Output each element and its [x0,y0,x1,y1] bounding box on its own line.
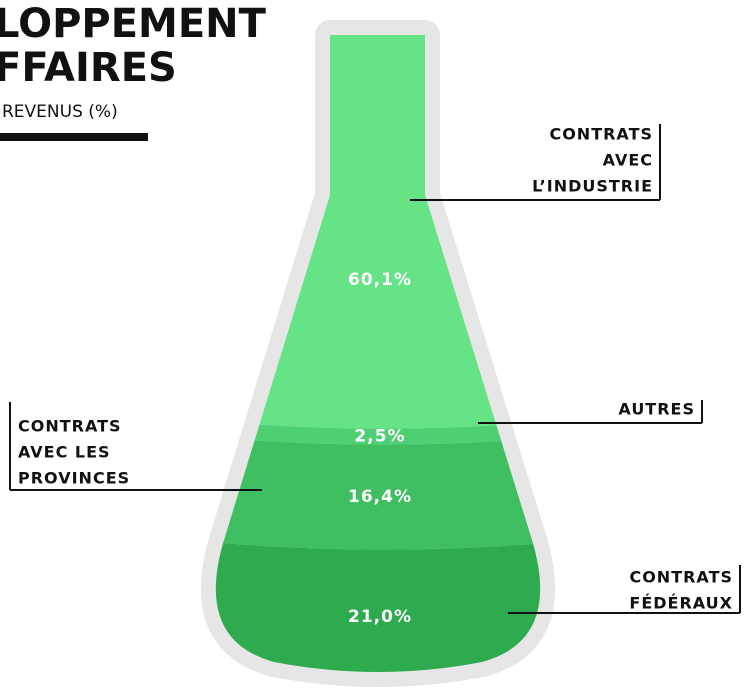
title-line: FFAIRES [0,45,177,91]
value-label: 2,5% [354,427,405,447]
category-label: FÉDÉRAUX [629,594,733,613]
category-label: L’INDUSTRIE [532,177,653,196]
category-label: CONTRATS [549,125,653,144]
segment [150,0,620,429]
title-line: LOPPEMENT [0,1,267,47]
category-label: CONTRATS [629,568,733,587]
category-label: PROVINCES [18,469,130,488]
title-bar [0,133,148,141]
page: LOPPEMENT FFAIRES REVENUS (%) 60,1% 2,5% 1… [0,0,745,692]
value-label: 21,0% [348,607,412,627]
category-label: AUTRES [618,400,695,419]
subtitle: REVENUS (%) [2,102,118,122]
category-label: AVEC LES [18,443,111,462]
value-label: 16,4% [348,487,412,507]
category-label: AVEC [603,151,653,170]
category-label: CONTRATS [18,417,122,436]
value-label: 60,1% [348,270,412,290]
chart: LOPPEMENT FFAIRES REVENUS (%) 60,1% 2,5% 1… [0,0,745,692]
